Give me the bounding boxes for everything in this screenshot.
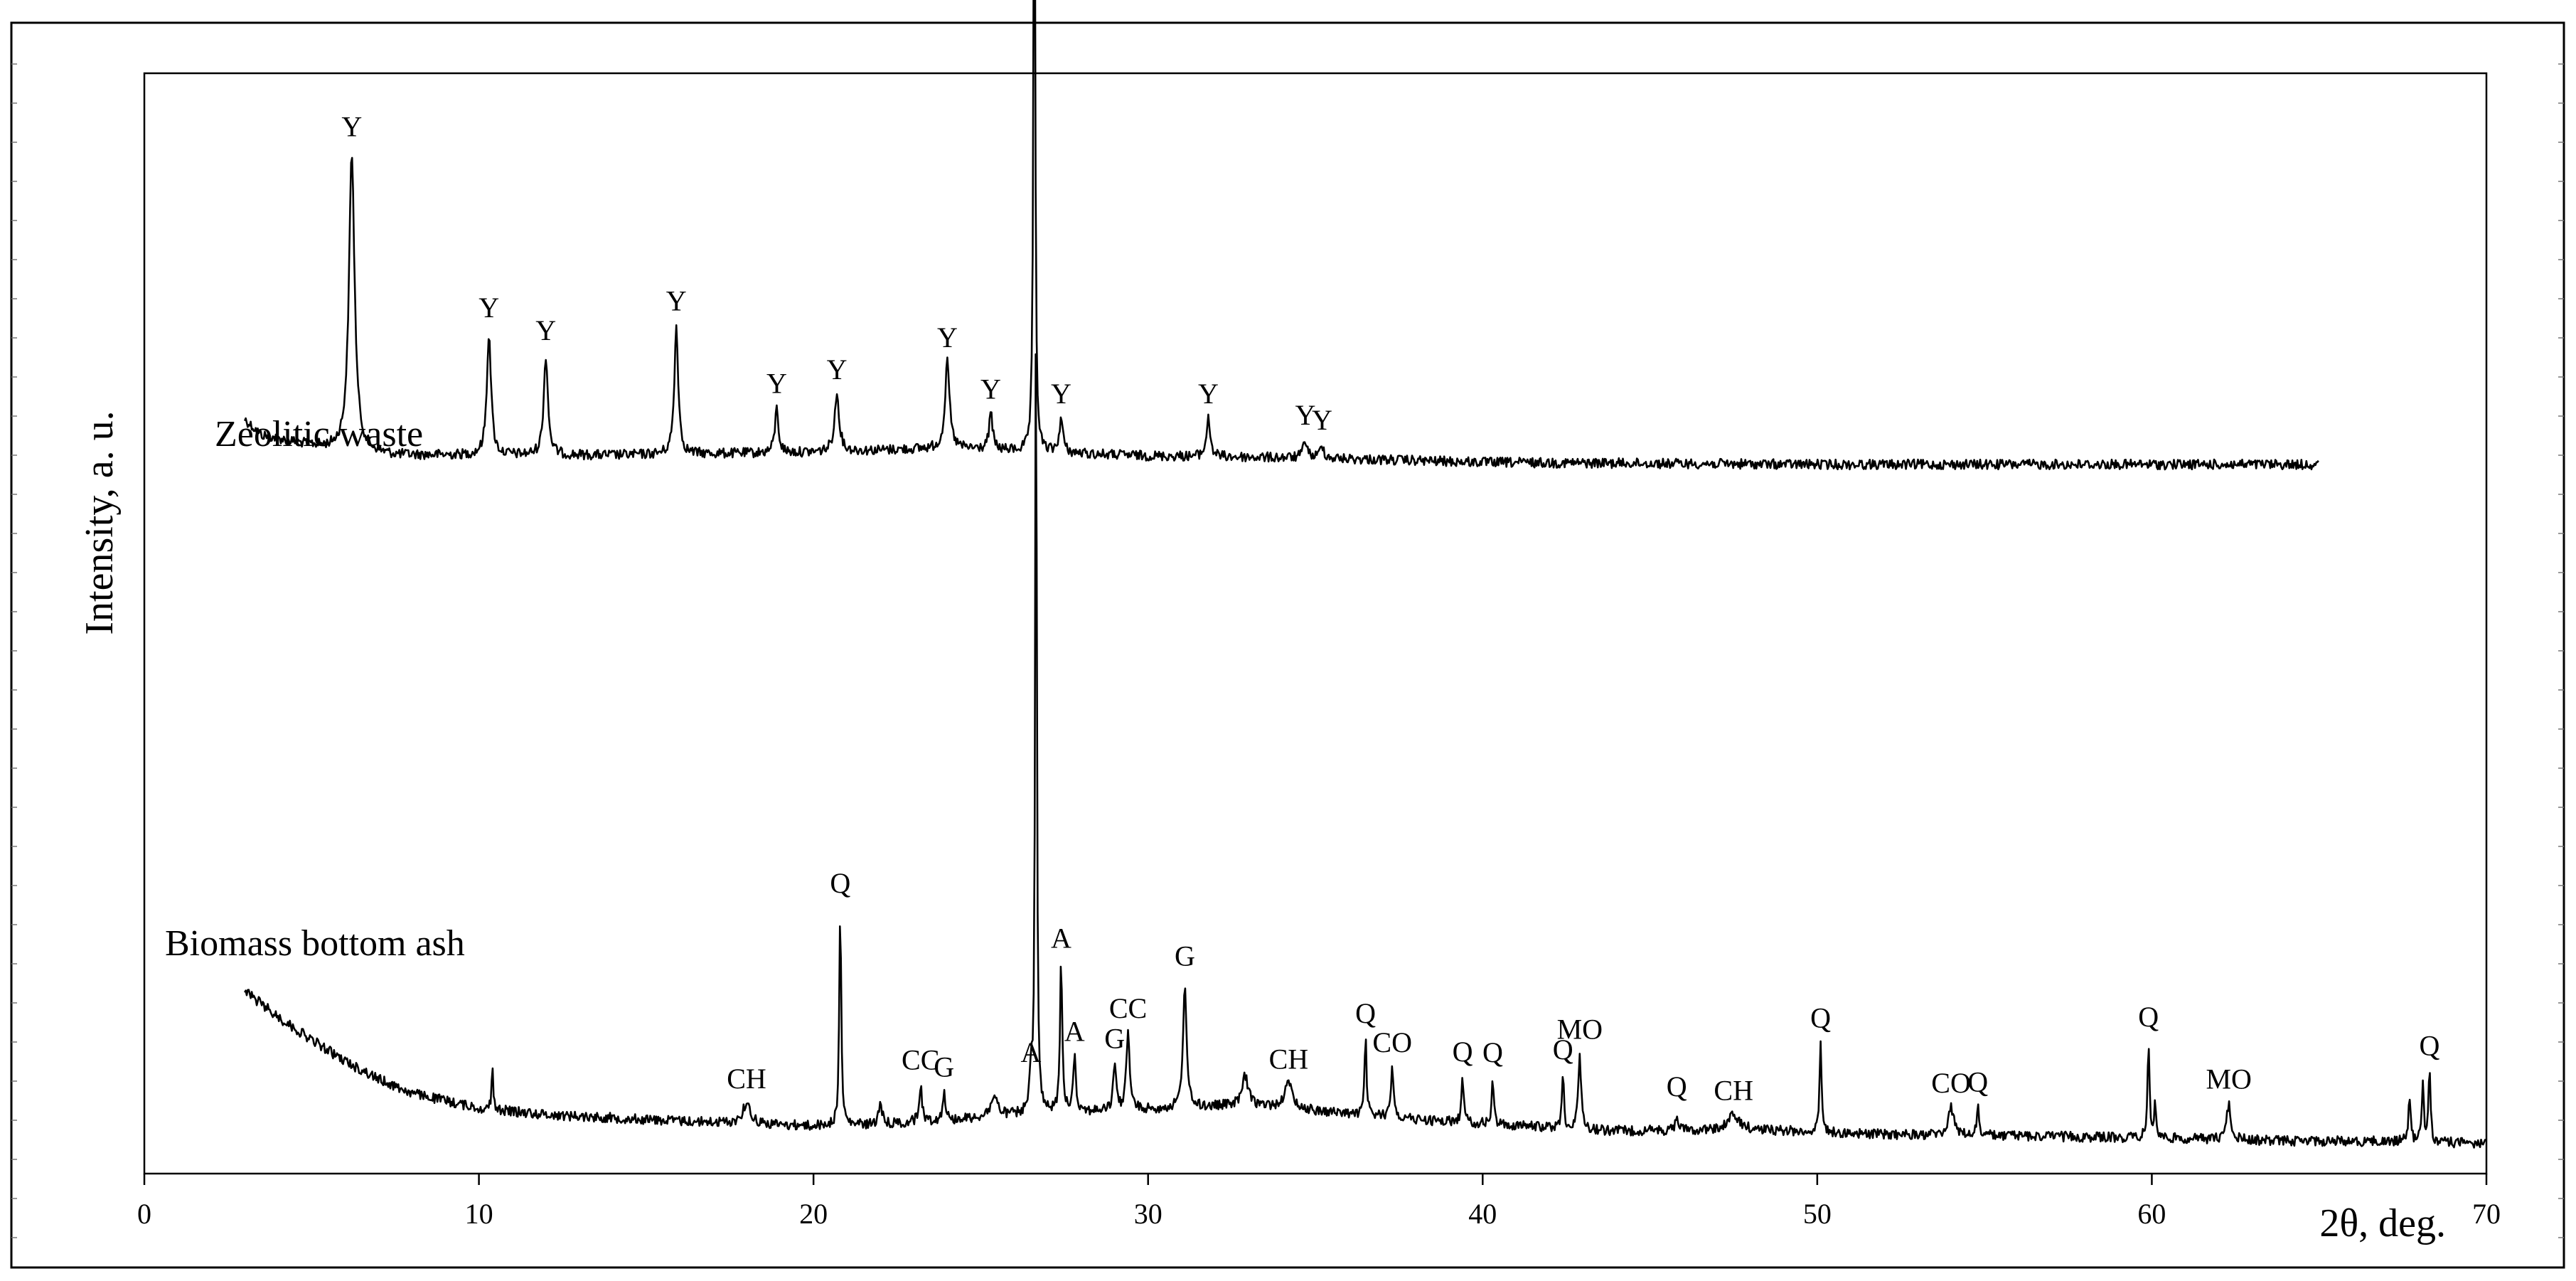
peak-label: Q xyxy=(2420,1030,2440,1062)
sample-label: Biomass bottom ash xyxy=(165,923,465,964)
x-tick-label: 30 xyxy=(1134,1198,1163,1230)
peak-label: CC xyxy=(902,1043,939,1075)
peak-label: CO xyxy=(1931,1067,1971,1099)
peak-label: CO xyxy=(1372,1026,1412,1058)
peak-label: Y xyxy=(827,354,848,386)
plot-traces xyxy=(243,0,2487,1149)
peak-label: Y xyxy=(1198,378,1219,410)
sample-labels: Zeolitic waste Biomass bottom ash xyxy=(165,414,465,964)
trace-biomass-bottom-ash xyxy=(244,353,2487,1149)
peak-label: CH xyxy=(1714,1074,1753,1106)
x-tick-label: 40 xyxy=(1468,1198,1497,1230)
trace-zeolitic-waste xyxy=(243,0,2319,471)
peak-label: Y xyxy=(479,292,499,324)
figure-frame xyxy=(10,21,2565,1269)
x-tick-label: 50 xyxy=(1803,1198,1832,1230)
peak-label: Y xyxy=(766,368,787,400)
peak-label: CC xyxy=(1109,992,1147,1024)
peak-label: G xyxy=(1104,1023,1125,1055)
peak-label: Q xyxy=(1453,1036,1473,1068)
x-axis: 0 10 20 30 40 50 60 70 xyxy=(137,1174,2501,1230)
peak-label: A xyxy=(1021,1036,1042,1068)
peak-label: G xyxy=(934,1051,954,1083)
peak-label: Q xyxy=(1667,1070,1687,1102)
peak-label: G xyxy=(1175,940,1195,972)
peak-label: Y xyxy=(937,321,958,354)
peak-label: Q xyxy=(1355,997,1376,1029)
peak-label: CH xyxy=(1269,1043,1309,1075)
peak-label: Q xyxy=(1482,1036,1503,1068)
y-axis-title: Intensity, a. u. xyxy=(78,410,122,634)
peak-label: A xyxy=(1064,1016,1085,1048)
figure-frame-ticks xyxy=(11,63,2564,1238)
peak-label: Q xyxy=(2138,1001,2159,1033)
peak-label: Y xyxy=(1295,399,1315,431)
x-tick-label: 0 xyxy=(137,1198,151,1230)
peak-label: Y xyxy=(341,111,362,143)
peak-label: Q xyxy=(1967,1065,1988,1097)
plot-area xyxy=(143,72,2488,1175)
peak-label: Y xyxy=(535,314,556,346)
x-axis-title: 2θ, deg. xyxy=(2319,1201,2446,1245)
peak-label: MO xyxy=(1557,1013,1603,1045)
peak-labels: YYYYYYYYQYYYYCHQCCGAAAGCCGCHQCOQQQMOQCHQ… xyxy=(341,111,2440,1107)
x-tick-label: 70 xyxy=(2472,1198,2501,1230)
peak-label: Y xyxy=(980,373,1001,405)
peak-label: A xyxy=(1051,923,1071,955)
x-tick-label: 20 xyxy=(799,1198,828,1230)
sample-label: Zeolitic waste xyxy=(215,414,423,455)
peak-label: Q xyxy=(830,867,850,899)
peak-label: Y xyxy=(1312,404,1332,436)
x-tick-label: 10 xyxy=(465,1198,493,1230)
peak-label: Y xyxy=(1051,378,1071,410)
peak-label: Y xyxy=(666,285,687,317)
peak-label: CH xyxy=(727,1063,766,1095)
peak-label: Q xyxy=(1810,1002,1831,1034)
x-tick-label: 60 xyxy=(2137,1198,2166,1230)
peak-label: MO xyxy=(2206,1063,2251,1095)
peak-label: Q xyxy=(1553,1033,1573,1065)
